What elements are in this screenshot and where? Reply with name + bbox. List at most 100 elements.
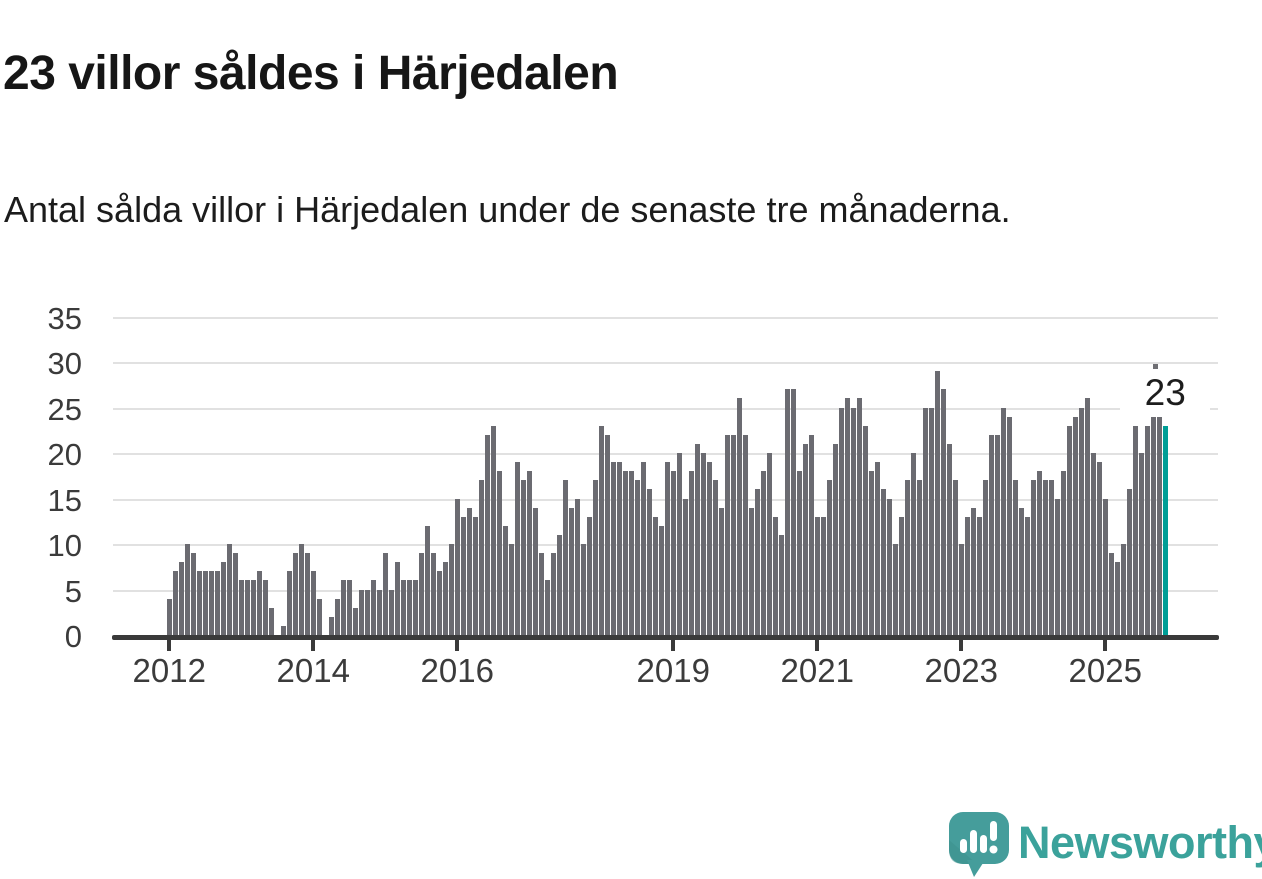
bar <box>593 480 598 635</box>
gridline <box>113 362 1218 364</box>
bar <box>1127 489 1132 635</box>
bar <box>833 443 838 635</box>
bar <box>497 471 502 635</box>
bar <box>1115 562 1120 635</box>
bar <box>1157 416 1162 635</box>
bar <box>1073 416 1078 635</box>
bar <box>215 571 220 635</box>
y-tick-label: 25 <box>47 391 82 427</box>
bar <box>989 434 994 635</box>
bar <box>1097 462 1102 635</box>
bar <box>773 516 778 635</box>
x-tick-label: 2019 <box>636 652 710 689</box>
bar <box>785 389 790 635</box>
y-tick-label: 20 <box>47 437 82 472</box>
bar <box>341 580 346 635</box>
bar <box>983 480 988 635</box>
bar <box>869 471 874 635</box>
y-tick-label: 15 <box>47 482 82 518</box>
bar <box>851 407 856 635</box>
bar <box>515 462 520 635</box>
bar <box>629 471 634 635</box>
bar <box>539 553 544 635</box>
bar <box>743 434 748 635</box>
page-title: 23 villor såldes i Härjedalen <box>3 47 619 101</box>
bar <box>1001 407 1006 635</box>
x-axis-tick <box>311 640 316 651</box>
bar <box>461 516 466 635</box>
bar <box>803 443 808 635</box>
bar <box>443 562 448 635</box>
bar <box>1151 416 1156 635</box>
bar <box>809 434 814 635</box>
bar <box>881 489 886 635</box>
bar <box>305 553 310 635</box>
bar <box>335 598 340 635</box>
bar <box>197 571 202 635</box>
bar <box>731 434 736 635</box>
x-tick-label: 2025 <box>1068 652 1142 689</box>
bar <box>1133 425 1138 635</box>
highlighted-bar <box>1163 425 1168 635</box>
highlight-value-label: 23 <box>1120 372 1211 414</box>
bar <box>665 462 670 635</box>
bar <box>473 516 478 635</box>
bar <box>281 625 286 635</box>
bar <box>695 443 700 635</box>
bar <box>575 498 580 635</box>
bar <box>995 434 1000 635</box>
bar <box>449 544 454 635</box>
x-axis-tick <box>455 640 460 651</box>
bar <box>551 553 556 635</box>
newsworthy-logo-icon <box>947 812 1011 879</box>
bar <box>635 480 640 635</box>
bar <box>905 480 910 635</box>
gridline <box>113 407 1218 410</box>
y-tick-label: 10 <box>47 528 82 563</box>
bar <box>1103 498 1108 635</box>
y-tick-label: 30 <box>47 346 82 381</box>
bar <box>569 507 574 635</box>
bar <box>875 462 880 635</box>
gridline <box>113 316 1218 319</box>
bar <box>179 562 184 635</box>
bar <box>701 453 706 635</box>
bar <box>713 480 718 635</box>
x-tick-label: 2014 <box>276 652 350 689</box>
bar <box>1109 553 1114 635</box>
bar <box>1043 480 1048 635</box>
bar <box>737 398 742 635</box>
bar <box>779 534 784 635</box>
x-tick-label: 2021 <box>780 652 854 689</box>
bar <box>485 434 490 635</box>
bar <box>395 562 400 635</box>
bar <box>437 571 442 635</box>
bar <box>263 580 268 635</box>
bar <box>191 553 196 635</box>
annotation-marker <box>1153 364 1159 369</box>
bar <box>707 462 712 635</box>
bar <box>467 507 472 635</box>
bar <box>941 389 946 635</box>
bar <box>659 525 664 635</box>
bar <box>935 371 940 635</box>
bar <box>509 544 514 635</box>
bar-chart: 0 5 10 15 20 25 30 35 2012 2014 2016 2019 2021 2023 2… <box>0 300 1262 720</box>
bar <box>671 471 676 635</box>
bar <box>557 534 562 635</box>
chart-subtitle: Antal sålda villor i Härjedalen under de… <box>4 189 1011 230</box>
bar <box>1031 480 1036 635</box>
bar <box>413 580 418 635</box>
bar <box>527 471 532 635</box>
bar <box>287 571 292 635</box>
bar <box>911 453 916 635</box>
bar <box>725 434 730 635</box>
bar <box>353 607 358 635</box>
bar <box>1049 480 1054 635</box>
bar <box>947 443 952 635</box>
bar <box>1019 507 1024 635</box>
bar <box>605 434 610 635</box>
bar <box>1055 498 1060 635</box>
bar <box>1079 407 1084 635</box>
